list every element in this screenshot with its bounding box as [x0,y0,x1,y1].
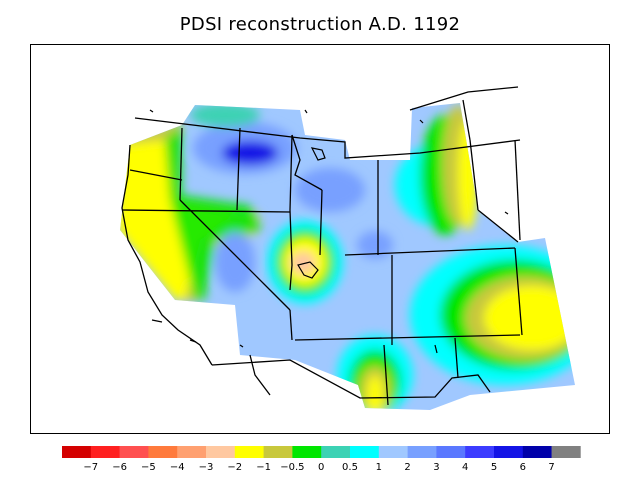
contour-west-green [165,125,262,300]
salton-sea [239,344,244,348]
map-title: PDSI reconstruction A.D. 1192 [179,14,461,35]
lakes-and-islands [149,109,509,354]
lake-east [504,211,509,215]
colorbar-swatch [206,446,236,458]
colorbar-swatch [436,446,466,458]
us-mexico-border [211,359,491,399]
contour-wyoming-yellow [458,120,478,230]
manitoba-border [462,99,471,141]
wa-id-border [179,127,183,201]
az-nv-border [289,309,293,341]
colorbar-tick-label: 2 [404,462,410,473]
contour-idaho-blue [295,168,365,212]
nv-ut-border [289,134,293,291]
four-corners-line [294,334,521,341]
us-canada-border [134,117,521,159]
mn-border [514,139,521,241]
colorbar-swatch [378,446,408,458]
lake-small-2 [419,119,424,124]
colorbar-swatch [148,446,178,458]
contour-utah-blue [357,231,393,259]
nm-east-border [454,337,459,379]
co-ks-border [514,247,523,336]
contour-south-yellow [367,375,383,410]
canada-border-east [409,86,519,111]
flathead-lake [310,147,326,161]
colorbar-tick-label: 7 [548,462,554,473]
or-ca-border [121,209,291,213]
channel-island-2 [189,339,197,343]
colorbar-swatch [234,446,264,458]
pdsi-colorbar: −7 −6 −5 −4 −3 −2 −1 −0.5 0 0.5 1 2 3 4 5 6 7 [62,446,581,473]
colorbar-tick-label: −4 [170,462,185,473]
colorbar-swatch [292,446,322,458]
map-boundaries [121,86,523,406]
co-north-border [344,247,516,256]
contour-nevada-blue [215,232,255,292]
colorbar-tick-label: 1 [376,462,382,473]
colorbar-swatch [90,446,120,458]
colorbar-tick-label: 5 [491,462,497,473]
contour-north-darkblue [222,141,278,165]
colorbar-tick-label: 6 [520,462,526,473]
contour-central-peach [290,251,316,275]
colorbar-swatch [321,446,351,458]
pacific-coastline [121,144,213,366]
colorbar-tick-label: −3 [199,462,214,473]
mt-id-border [291,134,323,191]
colorbar-tick-label: 0 [318,462,324,473]
colorbar-tick-label: −6 [112,462,127,473]
contour-north-teal [190,103,260,127]
wa-or-border [129,169,183,181]
reservoir-nm [434,344,438,354]
colorbar-swatch [522,446,552,458]
colorbar-swatch [263,446,293,458]
ne-border [477,209,519,243]
island-north [149,109,154,113]
colorbar-swatch [407,446,437,458]
colorbar-swatch [119,446,149,458]
colorbar-tick-label: 0.5 [342,462,358,473]
colorbar-swatch [62,446,92,458]
colorbar-swatch [494,446,524,458]
great-salt-lake [297,261,319,279]
ut-north-border [319,189,323,256]
ca-nv-border [179,199,291,311]
id-west-border [236,127,241,211]
colorbar-tick-label: 3 [433,462,439,473]
colorbar-swatch [177,446,207,458]
contour-se-yellow [484,286,575,350]
colorbar-swatch [551,446,581,458]
colorbar-swatch [465,446,495,458]
colorbar-tick-label: −2 [227,462,242,473]
colorbar-swatch [350,446,380,458]
colorbar-tick-label: −1 [256,462,271,473]
colorbar-tick-label: −0.5 [280,462,304,473]
lake-small-1 [304,109,308,114]
az-nm-border [383,344,389,406]
gulf-coast-baja [249,354,271,396]
channel-island-1 [151,319,163,323]
colorbar-tick-label: 4 [462,462,468,473]
dakota-border [469,139,479,211]
colorbar-tick-label: −5 [141,462,156,473]
colorbar-tick-label: −7 [83,462,98,473]
